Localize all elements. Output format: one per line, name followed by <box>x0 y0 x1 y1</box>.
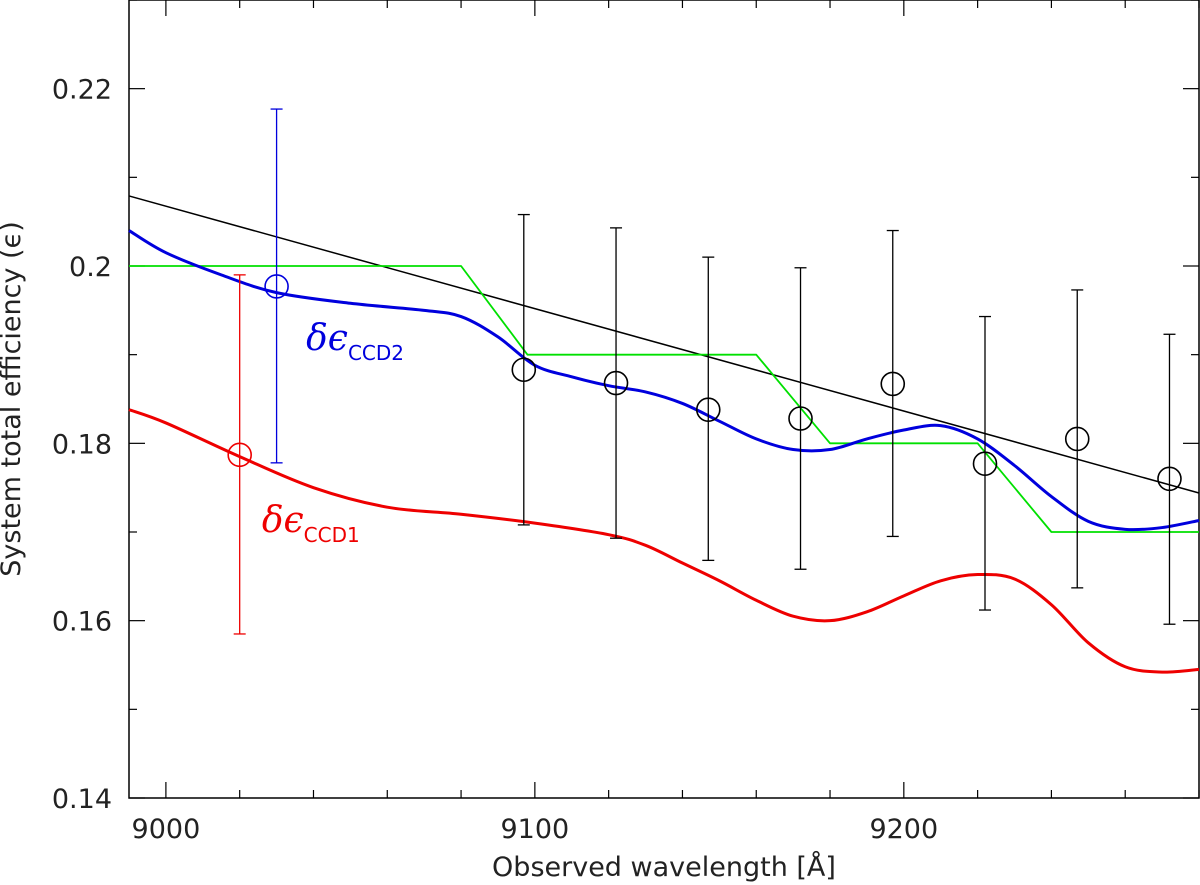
black-fit-line <box>128 195 1200 494</box>
data-point <box>1157 333 1182 625</box>
data-point <box>1064 289 1090 589</box>
x-tick-label: 9000 <box>132 814 201 845</box>
annotation-label: δϵCCD2 <box>306 318 404 365</box>
y-axis-label: System total efficiency (ϵ) <box>0 221 27 576</box>
x-axis-label: Observed wavelength [Å] <box>492 851 836 883</box>
green-step-line <box>129 265 1199 533</box>
data-marker <box>695 397 721 422</box>
y-tick-label: 0.18 <box>52 429 112 460</box>
x-tick-label: 9200 <box>869 814 938 845</box>
data-point <box>227 274 252 635</box>
data-marker <box>264 274 289 299</box>
points-layer <box>227 108 1182 635</box>
data-point <box>972 315 998 611</box>
y-tick-label: 0.2 <box>69 252 112 283</box>
series-layer <box>128 195 1200 674</box>
y-tick-label: 0.14 <box>52 784 112 815</box>
data-marker <box>511 357 537 383</box>
data-marker <box>603 370 629 396</box>
data-marker <box>880 371 906 397</box>
x-tick-label: 9100 <box>501 814 570 845</box>
data-point <box>603 227 629 539</box>
data-point <box>880 229 906 538</box>
red-ccd1-curve <box>128 408 1200 674</box>
data-marker <box>227 442 252 468</box>
blue-ccd2-curve <box>128 229 1200 532</box>
annotation-label: δϵCCD1 <box>262 500 360 547</box>
data-marker <box>1064 426 1090 452</box>
plot-frame <box>128 0 1200 799</box>
y-tick-label: 0.16 <box>52 607 112 638</box>
annotations-layer: δϵCCD2 δϵCCD1 <box>262 318 404 547</box>
annotation-subscript: CCD2 <box>348 341 404 365</box>
y-tick-label: 0.22 <box>52 75 112 106</box>
data-marker <box>788 406 813 431</box>
annotation-subscript: CCD1 <box>304 523 360 547</box>
data-marker <box>972 451 998 477</box>
data-point <box>695 256 721 562</box>
data-point <box>264 108 289 464</box>
axis-ticks: 9000 9100 9200 0.14 0.16 0.18 0.2 0.22 <box>52 0 1200 845</box>
data-marker <box>1157 466 1182 492</box>
data-point <box>788 267 813 570</box>
data-point <box>511 213 537 526</box>
